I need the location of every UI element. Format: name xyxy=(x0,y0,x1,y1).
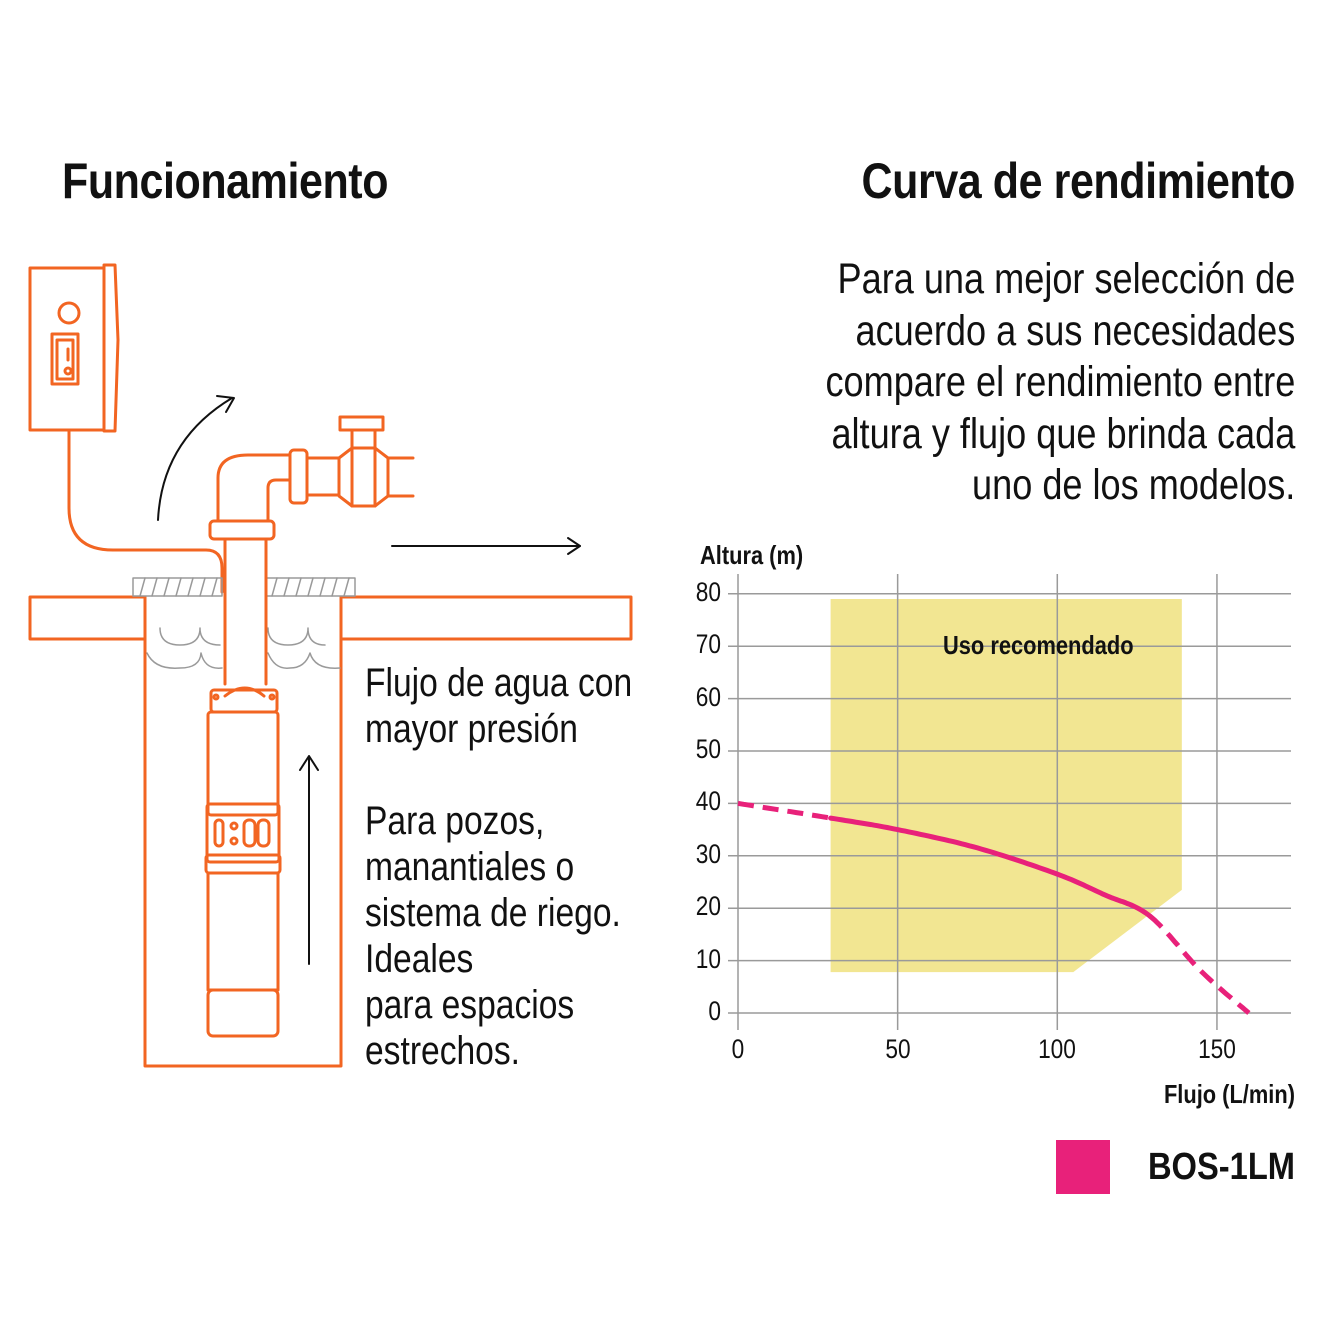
chart-legend: BOS-1LM xyxy=(1056,1140,1295,1194)
x-axis-title: Flujo (L/min) xyxy=(1163,1079,1295,1109)
submersible-pump-icon xyxy=(204,686,282,1038)
legend-swatch xyxy=(1056,1140,1110,1194)
recommended-use-area xyxy=(830,599,1182,973)
y-tick-label: 70 xyxy=(695,629,721,660)
description-line: uno de los modelos. xyxy=(971,461,1295,509)
series-bos-1lm xyxy=(737,800,1251,1015)
description-line: acuerdo a sus necesidades xyxy=(855,306,1295,355)
y-tick-label: 0 xyxy=(708,996,721,1026)
feature-line: manantiales o xyxy=(365,845,575,889)
description-line: compare el rendimiento entre xyxy=(825,358,1295,406)
right-flow-arrow-icon xyxy=(391,537,581,555)
feature-line: Ideales xyxy=(365,937,474,981)
feature-line: sistema de riego. xyxy=(365,891,621,935)
y-axis-title: Altura (m) xyxy=(700,540,804,570)
description-line: Para una mejor selección de xyxy=(837,255,1295,303)
description-line: altura y flujo que brinda cada xyxy=(831,409,1295,458)
recommended-use-label: Uso recomendado xyxy=(943,630,1134,660)
y-tick-label: 10 xyxy=(695,943,721,974)
x-tick-label: 50 xyxy=(885,1034,911,1064)
curve-dashed-end xyxy=(1148,914,1251,1015)
pump-installation-illustration xyxy=(28,263,633,1068)
curve-dashed-start xyxy=(737,800,832,821)
y-tick-label: 40 xyxy=(695,786,721,817)
curve-solid xyxy=(828,815,1153,919)
feature-line: para espacios xyxy=(365,983,575,1027)
feature-usage-text: Para pozos, manantiales o sistema de rie… xyxy=(365,798,621,1074)
functioning-title: Funcionamiento xyxy=(62,153,389,209)
y-tick-label: 30 xyxy=(695,838,721,869)
ground-surface xyxy=(28,595,633,1068)
x-tick-label: 100 xyxy=(1038,1034,1077,1064)
control-box-icon xyxy=(28,263,120,433)
y-tick-label: 60 xyxy=(695,681,721,712)
water-waves-icon xyxy=(146,627,341,669)
riser-pipe xyxy=(223,537,268,686)
y-tick-label: 80 xyxy=(695,576,721,607)
feature-line: Para pozos, xyxy=(365,799,545,843)
y-tick-label: 50 xyxy=(695,734,721,764)
feature-line: Flujo de agua con xyxy=(365,661,633,705)
feature-line: estrechos. xyxy=(365,1029,521,1073)
well-cover-hatch xyxy=(132,577,356,597)
y-tick-label: 20 xyxy=(695,891,721,922)
legend-label: BOS-1LM xyxy=(1147,1145,1295,1188)
chart-description: Para una mejor selección de acuerdo a su… xyxy=(825,254,1295,512)
performance-curve-title: Curva de rendimiento xyxy=(861,153,1296,209)
upward-flow-arrow-icon xyxy=(299,755,319,965)
pipe-valve-icon xyxy=(208,415,415,541)
upward-curved-arrow-icon xyxy=(157,395,235,521)
x-tick-label: 150 xyxy=(1198,1034,1236,1064)
chart-grid xyxy=(728,574,1291,1030)
x-tick-label: 0 xyxy=(731,1034,745,1064)
power-cable-icon xyxy=(67,428,224,594)
feature-pressure-text: Flujo de agua con mayor presión xyxy=(365,660,632,752)
feature-line: mayor presión xyxy=(365,707,578,751)
recommended-use-region xyxy=(830,599,1182,973)
